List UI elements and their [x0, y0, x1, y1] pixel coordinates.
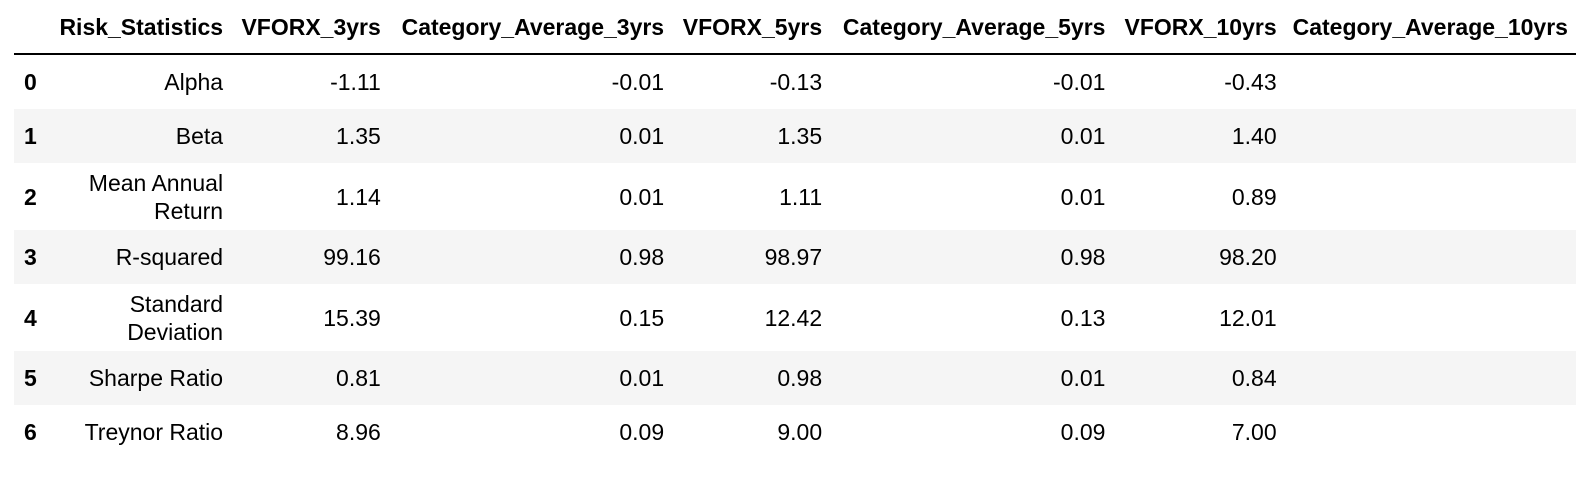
table-cell: 0.01 — [619, 365, 665, 391]
table-cell: 1.14 — [336, 183, 381, 210]
table-cell: 7.00 — [1231, 419, 1277, 445]
table-cell: -0.43 — [1224, 69, 1277, 95]
dataframe-table: Risk_Statistics VFORX_3yrs Category_Aver… — [14, 0, 1576, 459]
table-row: 6 Treynor Ratio 8.96 0.09 9.00 0.09 7.00 — [14, 405, 1576, 459]
risk-statistic-name: R-squared — [115, 244, 224, 270]
table-row: 0 Alpha -1.11 -0.01 -0.13 -0.01 -0.43 — [14, 54, 1576, 109]
table-cell — [1285, 351, 1576, 405]
table-cell: 0.13 — [1060, 304, 1106, 331]
table-cell: 12.01 — [1219, 304, 1277, 331]
table-cell: 12.42 — [764, 304, 823, 331]
table-cell: 0.01 — [1060, 183, 1106, 210]
row-index: 4 — [24, 304, 37, 331]
column-header-vforx-5yrs: VFORX_5yrs — [672, 0, 831, 55]
row-index: 6 — [24, 419, 37, 445]
risk-statistic-name: Treynor Ratio — [84, 419, 224, 445]
table-cell: 0.01 — [619, 123, 665, 149]
table-row: 2 Mean Annual Return 1.14 0.01 1.11 0.01… — [14, 163, 1576, 230]
table-cell: 0.89 — [1231, 183, 1277, 210]
column-header-vforx-10yrs: VFORX_10yrs — [1113, 0, 1285, 55]
column-header-category-average-5yrs: Category_Average_5yrs — [830, 0, 1114, 55]
column-header-risk-statistics: Risk_Statistics — [46, 0, 232, 55]
row-index: 2 — [24, 183, 37, 210]
table-cell: 0.15 — [619, 304, 665, 331]
table-cell: 0.01 — [1060, 123, 1106, 149]
table-cell: 1.11 — [779, 183, 823, 210]
column-header-category-average-10yrs: Category_Average_10yrs — [1284, 0, 1576, 55]
risk-statistic-name: Standard Deviation — [127, 290, 224, 345]
table-cell — [1285, 284, 1576, 351]
table-cell — [1285, 163, 1576, 230]
row-index: 3 — [24, 244, 37, 270]
table-cell — [1285, 405, 1576, 459]
table-row: 3 R-squared 99.16 0.98 98.97 0.98 98.20 — [14, 230, 1576, 284]
table-cell: 8.96 — [336, 419, 381, 445]
column-header-index — [14, 0, 47, 55]
table-cell: 0.98 — [619, 244, 665, 270]
table-cell: -1.11 — [330, 69, 381, 95]
header-row: Risk_Statistics VFORX_3yrs Category_Aver… — [14, 0, 1576, 55]
table-cell: 1.40 — [1231, 123, 1277, 149]
table-cell: 0.01 — [1060, 365, 1106, 391]
table-cell — [1285, 230, 1576, 284]
table-cell: 1.35 — [336, 123, 381, 149]
table-row: 4 Standard Deviation 15.39 0.15 12.42 0.… — [14, 284, 1576, 351]
table-cell: 0.84 — [1231, 365, 1277, 391]
table-row: 5 Sharpe Ratio 0.81 0.01 0.98 0.01 0.84 — [14, 351, 1576, 405]
risk-statistic-name: Alpha — [164, 69, 224, 95]
table-cell: 99.16 — [323, 244, 381, 270]
column-header-vforx-3yrs: VFORX_3yrs — [231, 0, 389, 55]
row-index: 0 — [24, 69, 37, 95]
column-header-category-average-3yrs: Category_Average_3yrs — [388, 0, 673, 55]
risk-statistic-name: Mean Annual Return — [88, 169, 224, 224]
row-index: 1 — [24, 123, 37, 149]
table-cell: 98.20 — [1219, 244, 1277, 270]
table-cell: -0.01 — [1053, 69, 1106, 95]
table-cell — [1285, 109, 1576, 163]
table-cell: 9.00 — [777, 419, 823, 445]
table-cell: -0.01 — [611, 69, 665, 95]
table-cell: 1.35 — [777, 123, 823, 149]
table-cell: 0.81 — [336, 365, 381, 391]
row-index: 5 — [24, 365, 37, 391]
table-cell — [1285, 54, 1576, 109]
table-cell: 0.09 — [1060, 419, 1106, 445]
table-cell: 0.01 — [619, 183, 665, 210]
risk-statistic-name: Beta — [175, 123, 224, 149]
table-cell: -0.13 — [769, 69, 823, 95]
risk-statistic-name: Sharpe Ratio — [88, 365, 224, 391]
table-cell: 98.97 — [764, 244, 823, 270]
table-row: 1 Beta 1.35 0.01 1.35 0.01 1.40 — [14, 109, 1576, 163]
table-cell: 0.98 — [1060, 244, 1106, 270]
table-cell: 0.98 — [777, 365, 823, 391]
table-cell: 0.09 — [619, 419, 665, 445]
table-cell: 15.39 — [323, 304, 381, 331]
